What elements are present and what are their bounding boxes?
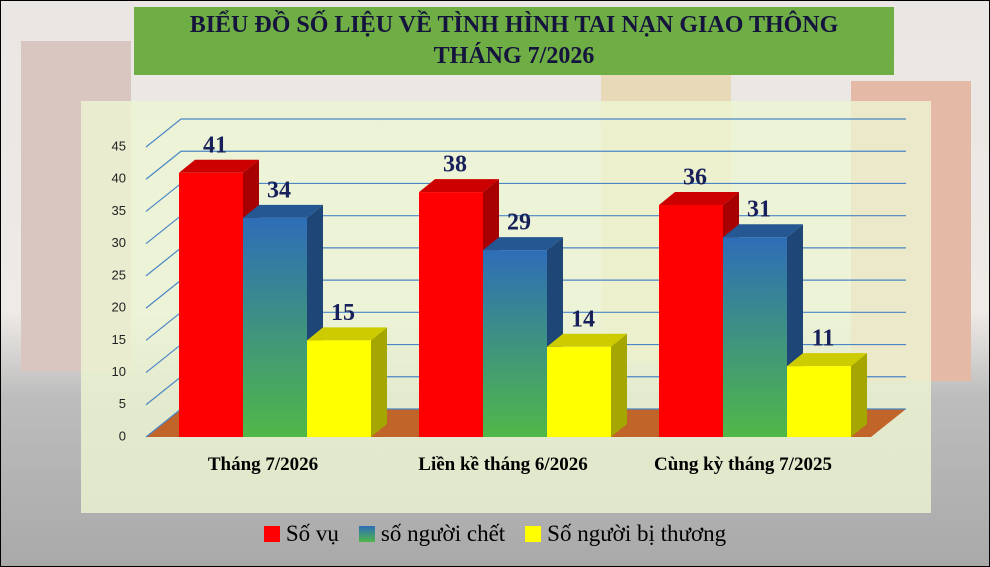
y-tick-label: 45	[112, 138, 126, 153]
y-tick-label: 25	[112, 267, 126, 282]
bar	[243, 204, 323, 437]
legend-swatch	[263, 526, 280, 542]
bar-top	[547, 333, 627, 347]
y-tick-label: 10	[112, 364, 126, 379]
value-label: 15	[331, 300, 355, 326]
chart-title: BIỂU ĐỒ SỐ LIỆU VỀ TÌNH HÌNH TAI NẠN GIA…	[134, 7, 894, 75]
bar-top	[723, 224, 803, 238]
legend-swatch	[358, 526, 375, 542]
bar-front	[483, 250, 547, 437]
bar-side	[611, 333, 627, 437]
value-label: 41	[203, 132, 227, 158]
bar	[307, 327, 387, 437]
y-tick-label: 20	[112, 300, 126, 315]
grid-line	[145, 118, 906, 148]
value-label: 29	[507, 210, 531, 236]
value-label: 31	[747, 197, 771, 223]
x-tick-label: Tháng 7/2026	[207, 454, 319, 475]
y-tick-label: 0	[119, 428, 126, 443]
legend-label: Số người bị thương	[547, 521, 727, 546]
bar-top	[419, 179, 499, 193]
bar-top	[243, 204, 323, 218]
legend-item: Số vụ	[263, 521, 339, 547]
bar-top	[787, 353, 867, 367]
bar-side	[851, 353, 867, 437]
bar-front	[419, 192, 483, 437]
bar-top	[659, 192, 739, 205]
bar-front	[723, 237, 787, 437]
legend-item: Số người bị thương	[525, 521, 726, 547]
value-label: 34	[267, 177, 291, 203]
legend-item: số người chết	[358, 521, 506, 547]
bar-front	[243, 217, 307, 437]
x-tick-label: Cùng kỳ tháng 7/2025	[654, 454, 832, 475]
bar	[547, 333, 627, 437]
bar	[723, 224, 803, 437]
bar-front	[659, 205, 723, 437]
value-label: 11	[812, 326, 835, 352]
bar-front	[179, 172, 243, 437]
y-tick-label: 5	[119, 396, 126, 411]
bar-top	[307, 327, 387, 341]
value-label: 14	[571, 306, 595, 332]
legend: Số vụ số người chết Số người bị thương	[1, 521, 989, 547]
legend-label: số người chết	[380, 521, 506, 546]
bar-front	[787, 366, 851, 437]
y-tick-label: 40	[112, 171, 126, 186]
legend-swatch	[525, 526, 542, 542]
bar-front	[307, 340, 371, 437]
bar	[787, 353, 867, 437]
grid-line	[145, 150, 906, 180]
value-label: 38	[443, 152, 467, 178]
legend-label: Số vụ	[285, 521, 339, 546]
x-tick-label: Liền kề tháng 6/2026	[418, 454, 588, 475]
y-tick-label: 30	[112, 235, 126, 250]
y-tick-label: 35	[112, 203, 126, 218]
bar	[483, 237, 563, 437]
y-tick-label: 15	[112, 332, 126, 347]
bar-top	[179, 159, 259, 173]
bar-front	[547, 346, 611, 437]
bar-side	[371, 327, 387, 437]
value-label: 36	[683, 165, 707, 191]
bar-top	[483, 237, 563, 251]
